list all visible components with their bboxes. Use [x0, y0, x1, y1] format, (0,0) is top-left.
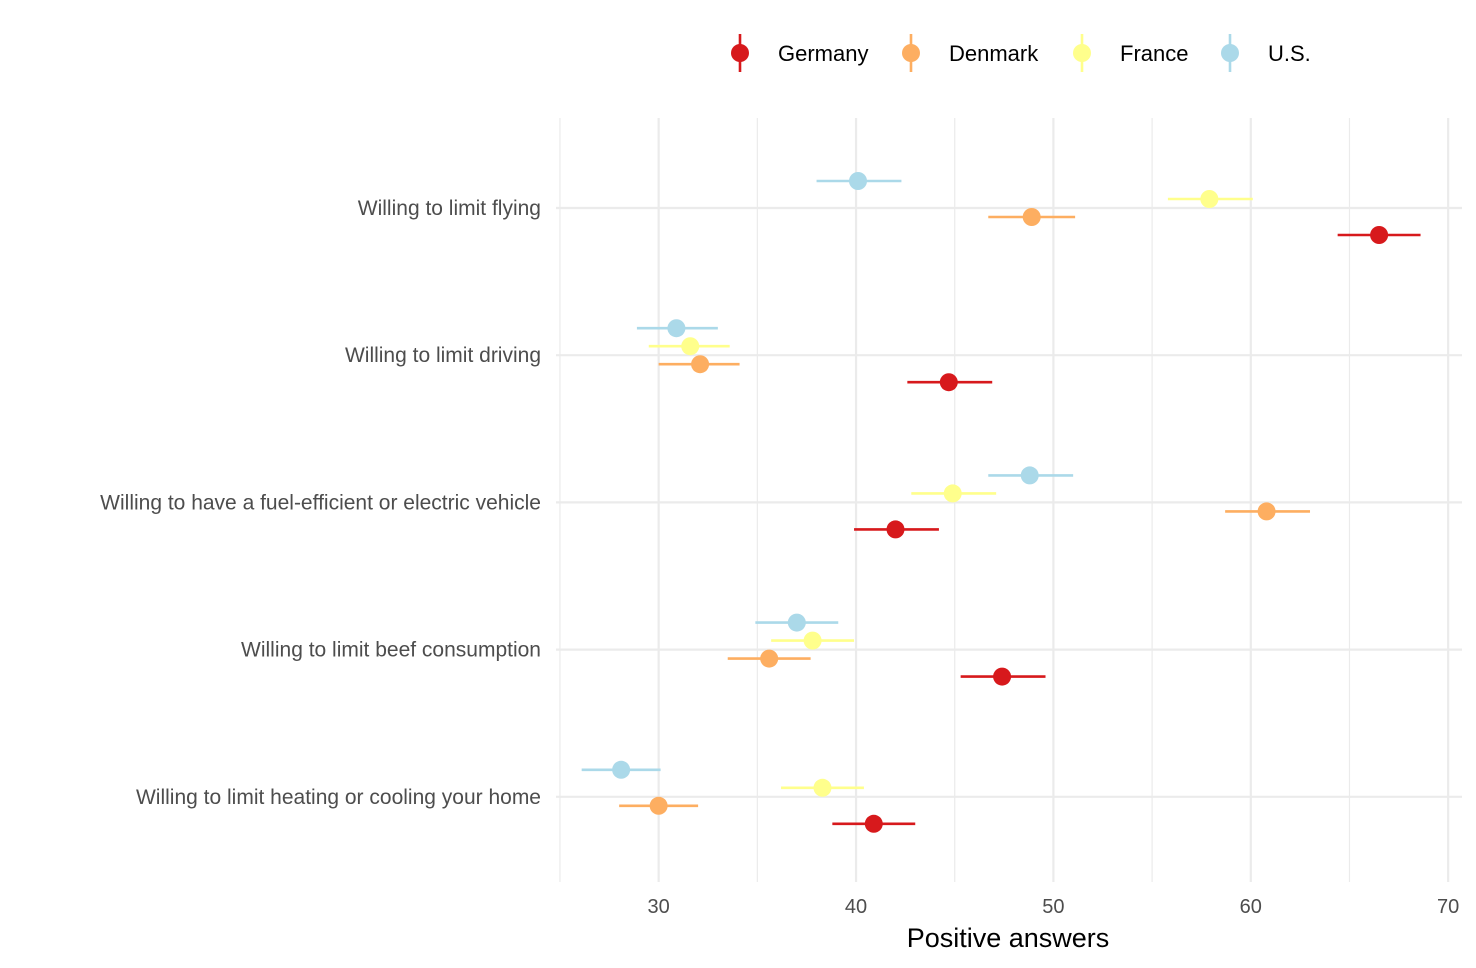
legend-key-dot — [902, 44, 920, 62]
x-tick-label: 70 — [1437, 896, 1459, 918]
legend: Germany Denmark France U.S. — [731, 34, 1311, 72]
series-u-s — [581, 172, 1074, 779]
series-france — [648, 190, 1253, 797]
x-axis-labels: 30 40 50 60 70 — [648, 896, 1460, 918]
legend-key-dot — [1221, 44, 1239, 62]
data-point — [667, 319, 686, 338]
plot-marks — [581, 172, 1421, 833]
y-tick-label: Willing to limit heating or cooling your… — [136, 786, 541, 809]
data-point — [1257, 502, 1276, 521]
series-denmark — [619, 208, 1311, 815]
x-axis-title: Positive answers — [907, 923, 1110, 953]
y-axis-labels: Willing to limit flying Willing to limit … — [100, 197, 541, 809]
series-germany — [832, 226, 1421, 833]
legend-label: Germany — [778, 41, 868, 66]
data-point — [1200, 190, 1219, 208]
data-point — [649, 796, 668, 815]
legend-item: U.S. — [1221, 34, 1311, 72]
legend-item: France — [1073, 34, 1188, 72]
x-tick-label: 40 — [845, 896, 867, 918]
y-tick-label: Willing to limit driving — [345, 344, 541, 367]
legend-label: Denmark — [949, 41, 1039, 66]
x-tick-label: 30 — [648, 896, 670, 918]
legend-label: France — [1120, 41, 1188, 66]
data-point — [1020, 466, 1039, 485]
data-point — [612, 760, 631, 779]
data-point — [886, 520, 905, 539]
legend-key-dot — [1073, 44, 1091, 62]
legend-item: Germany — [731, 34, 868, 72]
y-tick-label: Willing to limit beef consumption — [241, 639, 541, 662]
data-point — [943, 484, 962, 503]
data-point — [787, 613, 806, 632]
data-point — [813, 778, 832, 797]
data-point — [803, 631, 822, 650]
x-tick-label: 50 — [1042, 896, 1064, 918]
legend-key-dot — [731, 44, 749, 62]
data-point — [1022, 208, 1041, 226]
data-point — [760, 649, 779, 668]
grid — [556, 118, 1462, 882]
legend-item: Denmark — [902, 34, 1039, 72]
legend-label: U.S. — [1268, 41, 1311, 66]
y-tick-label: Willing to have a fuel-efficient or elec… — [100, 491, 541, 514]
data-point — [864, 814, 883, 833]
y-tick-label: Willing to limit flying — [358, 197, 541, 220]
data-point — [939, 373, 958, 392]
data-point — [993, 667, 1012, 686]
data-point — [849, 172, 867, 190]
x-tick-label: 60 — [1240, 896, 1262, 918]
data-point — [1370, 226, 1389, 244]
data-point — [691, 355, 710, 374]
data-point — [681, 337, 700, 356]
